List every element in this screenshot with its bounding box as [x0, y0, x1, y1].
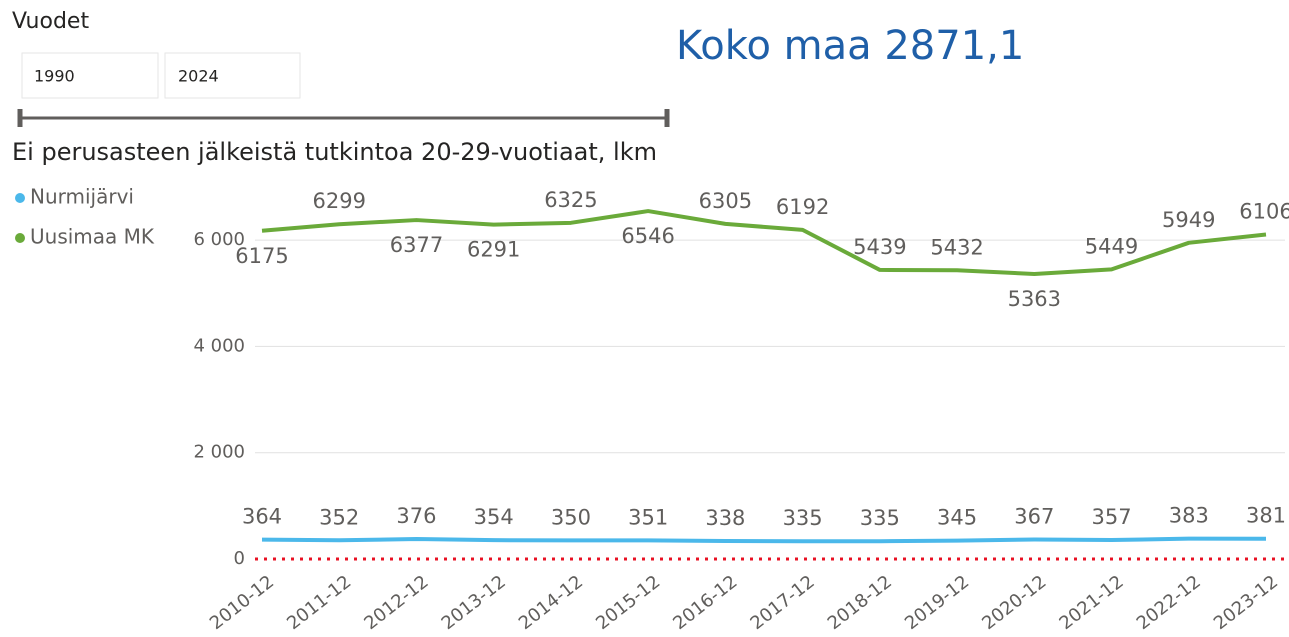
card-value: Koko maa 2871,1	[676, 23, 1024, 69]
x-tick-label: 2015-12	[592, 571, 664, 634]
data-label: 367	[1014, 504, 1054, 528]
data-label: 6299	[313, 189, 366, 213]
data-label: 5363	[1008, 287, 1061, 311]
y-tick-label: 0	[234, 548, 245, 569]
data-label: 6106	[1239, 199, 1289, 223]
data-label: 6305	[699, 189, 752, 213]
x-tick-label: 2013-12	[438, 571, 510, 634]
x-tick-label: 2012-12	[360, 571, 432, 634]
x-tick-label: 2010-12	[206, 571, 278, 634]
legend-label: Nurmijärvi	[30, 185, 134, 209]
data-label: 6192	[776, 195, 829, 219]
x-tick-label: 2018-12	[824, 571, 896, 634]
series-line	[261, 536, 1267, 544]
x-tick-label: 2023-12	[1210, 571, 1282, 634]
data-label: 6291	[467, 238, 520, 262]
legend-marker	[15, 193, 25, 203]
data-label: 5439	[853, 235, 906, 259]
data-label: 6175	[235, 244, 288, 268]
data-label: 338	[705, 506, 745, 530]
data-label: 5449	[1085, 234, 1138, 258]
chart-title: Ei perusasteen jälkeistä tutkintoa 20-29…	[12, 138, 657, 166]
data-label: 335	[860, 506, 900, 530]
data-label: 5432	[930, 235, 983, 259]
data-label: 381	[1246, 504, 1286, 528]
data-label: 352	[319, 505, 359, 529]
x-tick-label: 2016-12	[669, 571, 741, 634]
x-tick-label: 2022-12	[1133, 571, 1205, 634]
y-tick-label: 4 000	[193, 335, 245, 356]
legend-label: Uusimaa MK	[30, 225, 155, 249]
x-tick-label: 2019-12	[901, 571, 973, 634]
x-tick-label: 2011-12	[283, 571, 355, 634]
data-label: 335	[783, 506, 823, 530]
y-tick-label: 6 000	[193, 229, 245, 250]
slicer-title: Vuodet	[12, 9, 89, 34]
legend-marker	[15, 233, 25, 243]
data-label: 354	[474, 505, 514, 529]
data-label: 345	[937, 506, 977, 530]
data-label: 5949	[1162, 208, 1215, 232]
x-tick-label: 2021-12	[1055, 571, 1127, 634]
data-label: 357	[1091, 505, 1131, 529]
x-tick-label: 2020-12	[978, 571, 1050, 634]
end-input[interactable]	[164, 52, 301, 99]
data-label: 376	[396, 504, 436, 528]
start-value[interactable]: 1990	[34, 67, 75, 86]
y-tick-label: 2 000	[193, 442, 245, 463]
data-label: 6546	[621, 224, 674, 248]
data-label: 364	[242, 505, 282, 529]
data-label: 351	[628, 505, 668, 529]
data-label: 350	[551, 505, 591, 529]
start-input[interactable]	[21, 52, 159, 99]
x-tick-label: 2014-12	[515, 571, 587, 634]
series-line	[261, 209, 1267, 276]
x-tick-label: 2017-12	[747, 571, 819, 634]
data-label: 6377	[390, 233, 443, 257]
data-label: 383	[1169, 504, 1209, 528]
end-value[interactable]: 2024	[178, 67, 219, 86]
data-label: 6325	[544, 188, 597, 212]
